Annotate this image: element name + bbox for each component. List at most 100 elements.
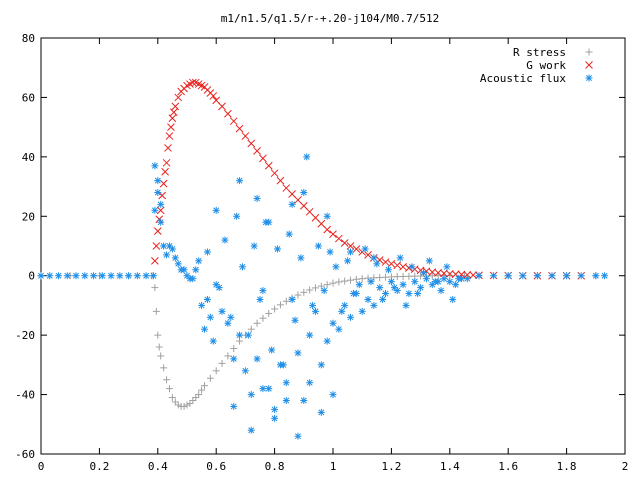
data-point — [192, 266, 200, 274]
data-point — [158, 191, 167, 200]
data-point — [206, 313, 214, 321]
data-point — [455, 275, 463, 283]
data-point — [151, 284, 159, 292]
data-point — [300, 288, 308, 296]
data-point — [198, 301, 206, 309]
data-point — [338, 307, 346, 315]
data-point — [320, 287, 328, 295]
data-point — [405, 272, 413, 280]
data-point — [221, 236, 229, 244]
data-point — [188, 78, 197, 87]
data-point — [282, 397, 290, 405]
data-point — [399, 281, 407, 289]
data-point — [168, 114, 177, 123]
data-point — [265, 309, 273, 317]
data-point — [358, 307, 366, 315]
data-point — [259, 314, 267, 322]
data-point — [265, 385, 273, 393]
x-tick-label: 0.2 — [89, 460, 109, 473]
data-point — [174, 401, 182, 409]
data-point — [370, 274, 378, 282]
data-point — [405, 290, 413, 298]
data-point — [230, 402, 238, 410]
data-point — [288, 200, 296, 208]
data-point — [519, 272, 527, 280]
data-point — [241, 367, 249, 375]
data-point — [317, 282, 325, 290]
data-point — [504, 272, 512, 280]
data-point — [195, 257, 203, 265]
data-point — [253, 355, 261, 363]
data-point — [236, 331, 244, 339]
data-point — [170, 108, 178, 117]
data-point — [417, 284, 425, 292]
data-point — [285, 230, 293, 238]
data-point — [270, 169, 279, 178]
data-point — [238, 263, 246, 271]
data-point — [533, 272, 541, 280]
data-point — [317, 408, 325, 416]
data-point — [376, 273, 384, 281]
legend-label: R stress — [513, 46, 566, 59]
data-point — [256, 295, 264, 303]
data-point — [601, 272, 609, 280]
data-point — [276, 301, 284, 309]
data-point — [162, 158, 171, 167]
x-tick-label: 0.8 — [265, 460, 285, 473]
data-point — [341, 301, 349, 309]
data-point — [364, 295, 372, 303]
data-point — [294, 432, 302, 440]
data-point — [443, 263, 451, 271]
data-point — [577, 272, 585, 280]
data-point — [306, 331, 314, 339]
data-point — [230, 345, 238, 353]
data-point — [382, 273, 390, 281]
data-point — [227, 313, 235, 321]
y-tick-label: -60 — [15, 448, 35, 461]
data-point — [174, 260, 182, 268]
data-point — [384, 266, 392, 274]
data-point — [209, 337, 217, 345]
data-point — [490, 272, 498, 280]
data-point — [326, 248, 334, 256]
legend-label: G work — [526, 59, 566, 72]
data-point — [259, 287, 267, 295]
data-point — [340, 239, 349, 247]
data-point — [259, 385, 267, 393]
data-point — [133, 272, 141, 280]
data-point — [393, 273, 401, 281]
data-point — [294, 291, 302, 299]
data-point — [300, 397, 308, 405]
data-point — [379, 295, 387, 303]
data-point — [180, 266, 188, 274]
data-point — [151, 206, 159, 214]
data-point — [212, 206, 220, 214]
data-point — [347, 248, 355, 256]
data-point — [437, 287, 445, 295]
series-g-work — [151, 78, 586, 280]
data-point — [399, 272, 407, 280]
data-point — [247, 325, 255, 333]
data-point — [347, 276, 355, 284]
data-point — [300, 189, 308, 197]
data-point — [396, 254, 404, 262]
data-point — [212, 367, 220, 375]
data-point — [274, 245, 282, 253]
data-point — [294, 349, 302, 357]
data-point — [259, 154, 267, 163]
data-point — [563, 272, 571, 280]
data-point — [209, 92, 218, 100]
data-point — [180, 402, 188, 410]
data-point — [314, 242, 322, 250]
y-tick-label: 0 — [28, 270, 35, 283]
data-point — [311, 213, 320, 222]
data-point — [63, 272, 71, 280]
data-point — [375, 256, 384, 264]
data-point — [37, 272, 45, 280]
data-point — [335, 325, 343, 333]
x-tick-label: 1.2 — [381, 460, 401, 473]
data-point — [107, 272, 115, 280]
y-tick-label: 80 — [22, 32, 35, 45]
data-point — [149, 272, 157, 280]
